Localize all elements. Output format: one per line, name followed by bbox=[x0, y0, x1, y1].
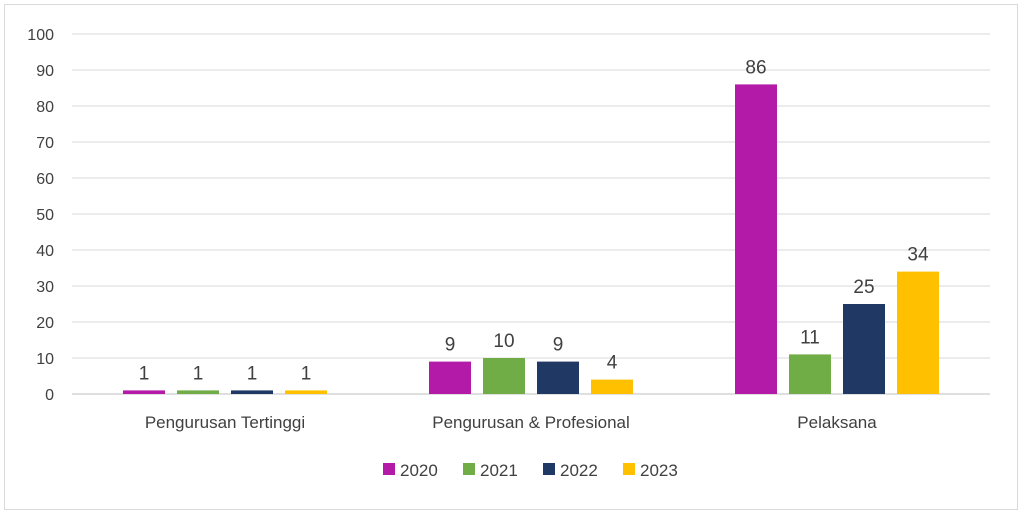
y-tick-label: 40 bbox=[36, 243, 54, 260]
data-label: 25 bbox=[853, 277, 874, 298]
bar-2021 bbox=[177, 390, 219, 394]
data-label: 34 bbox=[907, 245, 929, 266]
y-tick-label: 90 bbox=[36, 63, 54, 80]
y-tick-label: 10 bbox=[36, 351, 54, 368]
data-label: 10 bbox=[493, 331, 514, 352]
legend-label: 2022 bbox=[560, 461, 598, 480]
category-label: Pengurusan Tertinggi bbox=[145, 413, 305, 432]
legend-label: 2023 bbox=[640, 461, 678, 480]
legend: 2020 2021 2022 2023 bbox=[383, 461, 678, 480]
data-label: 1 bbox=[139, 363, 150, 384]
data-label: 9 bbox=[553, 335, 564, 356]
bar-2020 bbox=[429, 361, 471, 394]
x-axis: Pengurusan Tertinggi Pengurusan & Profesi… bbox=[145, 413, 877, 432]
gridlines bbox=[72, 33, 990, 395]
chart-frame bbox=[4, 4, 1018, 510]
bar-2021 bbox=[789, 354, 831, 394]
data-label: 86 bbox=[745, 57, 766, 78]
legend-swatch bbox=[383, 463, 395, 475]
y-tick-label: 60 bbox=[36, 171, 54, 188]
y-tick-label: 70 bbox=[36, 135, 54, 152]
data-label: 11 bbox=[800, 327, 820, 348]
legend-label: 2020 bbox=[400, 461, 438, 480]
bar-2023 bbox=[591, 379, 633, 394]
data-label: 9 bbox=[445, 335, 456, 356]
legend-swatch bbox=[463, 463, 475, 475]
bar-2023 bbox=[285, 390, 327, 394]
data-label: 1 bbox=[247, 363, 258, 384]
data-label: 4 bbox=[607, 353, 618, 374]
y-tick-label: 100 bbox=[27, 27, 54, 44]
y-tick-label: 50 bbox=[36, 207, 54, 224]
y-tick-label: 80 bbox=[36, 99, 54, 116]
category-label: Pelaksana bbox=[797, 413, 877, 432]
legend-swatch bbox=[543, 463, 555, 475]
bar-2020 bbox=[123, 390, 165, 394]
y-tick-label: 0 bbox=[45, 387, 54, 404]
bar-2023 bbox=[897, 271, 939, 394]
data-label: 1 bbox=[193, 363, 204, 384]
category-label: Pengurusan & Profesional bbox=[432, 413, 630, 432]
bar-2022 bbox=[843, 304, 885, 394]
bar-2022 bbox=[537, 361, 579, 394]
legend-swatch bbox=[623, 463, 635, 475]
y-axis: 0 10 20 30 40 50 60 70 80 90 100 bbox=[27, 27, 54, 404]
bar-2020 bbox=[735, 84, 777, 395]
bar-2021 bbox=[483, 358, 525, 394]
y-tick-label: 20 bbox=[36, 315, 54, 332]
legend-label: 2021 bbox=[480, 461, 518, 480]
y-tick-label: 30 bbox=[36, 279, 54, 296]
bar-2022 bbox=[231, 390, 273, 394]
data-label: 1 bbox=[301, 363, 312, 384]
bars bbox=[123, 84, 939, 395]
